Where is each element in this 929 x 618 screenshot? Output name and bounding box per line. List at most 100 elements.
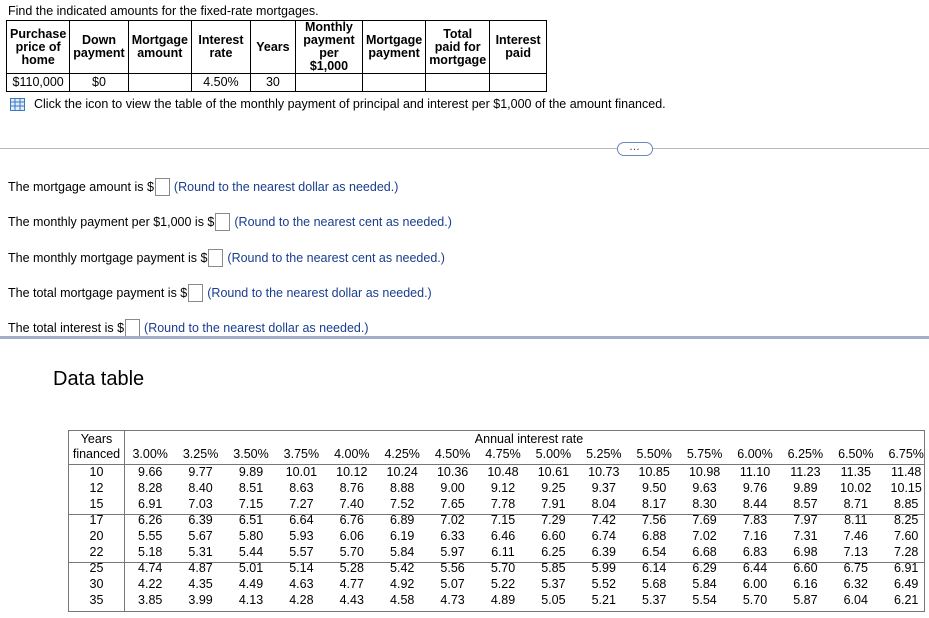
payment-cell: 9.37 <box>591 481 616 495</box>
payment-cell: 8.57 <box>793 497 818 511</box>
payment-cell: 11.35 <box>840 465 871 479</box>
header-total-paid: Total paid for mortgage <box>425 20 491 74</box>
expand-ellipsis-button[interactable]: … <box>617 142 653 156</box>
rate-header-cell: 5.25% <box>586 447 622 461</box>
payment-cell: 8.85 <box>894 497 919 511</box>
row-group-divider <box>69 514 924 515</box>
payment-cell: 6.04 <box>843 593 868 607</box>
section-divider-bottom <box>0 336 929 339</box>
payment-cell: 4.73 <box>440 593 465 607</box>
header-down-payment: Down payment <box>69 20 129 74</box>
payment-cell: 9.89 <box>238 465 264 479</box>
payment-cell: 6.39 <box>188 513 213 527</box>
payment-cell: 11.10 <box>739 465 771 479</box>
payment-cell: 7.69 <box>692 513 717 527</box>
payment-cell: 6.32 <box>843 577 868 591</box>
payment-cell: 7.40 <box>339 497 364 511</box>
payment-cell: 6.46 <box>490 529 516 543</box>
payment-cell: 5.44 <box>238 545 264 559</box>
payment-cell: 9.63 <box>692 481 717 495</box>
payment-cell: 7.91 <box>541 497 566 511</box>
payment-cell: 8.04 <box>591 497 616 511</box>
payment-cell: 7.83 <box>742 513 768 527</box>
payment-cell: 6.25 <box>541 545 566 559</box>
years-cell: 25 <box>89 561 104 575</box>
payment-cell: 6.29 <box>692 561 717 575</box>
years-cell: 30 <box>89 577 104 591</box>
total-mortgage-payment-input[interactable] <box>188 284 204 302</box>
payment-cell: 8.71 <box>843 497 868 511</box>
interest-rate-value: 4.50% <box>190 73 251 92</box>
rate-header-cell: 5.00% <box>535 447 572 461</box>
payment-cell: 6.89 <box>390 513 415 527</box>
question-monthly-per-1000: The monthly payment per $1,000 is $ (Rou… <box>8 213 452 231</box>
mortgage-amount-input[interactable] <box>154 178 170 196</box>
payment-data-table: Years financed Annual interest rate 3.00… <box>68 430 925 612</box>
payment-cell: 5.52 <box>591 577 616 591</box>
years-header-line1: Years <box>80 432 113 446</box>
payment-cell: 6.68 <box>692 545 717 559</box>
question-total-mortgage-payment: The total mortgage payment is $ (Round t… <box>8 284 432 302</box>
payment-cell: 5.21 <box>591 593 616 607</box>
payment-cell: 8.28 <box>138 481 163 495</box>
payment-cell: 5.70 <box>742 593 768 607</box>
payment-cell: 11.23 <box>790 465 821 479</box>
table-row: $110,000 $0 4.50% 30 <box>5 73 548 92</box>
payment-cell: 5.54 <box>692 593 717 607</box>
payment-cell: 10.48 <box>487 465 519 479</box>
rate-header-cell: 4.25% <box>384 447 420 461</box>
payment-cell: 9.25 <box>541 481 566 495</box>
payment-cell: 7.65 <box>440 497 465 511</box>
payment-cell: 4.63 <box>289 577 314 591</box>
payment-cell: 10.61 <box>537 465 570 479</box>
payment-cell: 4.35 <box>188 577 213 591</box>
payment-cell: 4.89 <box>490 593 516 607</box>
payment-cell: 7.46 <box>843 529 868 543</box>
payment-cell: 5.55 <box>138 529 163 543</box>
table-icon[interactable] <box>10 97 25 111</box>
payment-cell: 6.39 <box>591 545 616 559</box>
payment-cell: 9.12 <box>490 481 516 495</box>
payment-cell: 5.37 <box>642 593 667 607</box>
payment-cell: 8.40 <box>188 481 213 495</box>
payment-cell: 6.49 <box>894 577 919 591</box>
payment-cell: 10.15 <box>890 481 922 495</box>
payment-cell: 5.84 <box>390 545 415 559</box>
mortgage-amount-value <box>127 73 192 92</box>
payment-cell: 10.01 <box>285 465 318 479</box>
data-table-link-row: Click the icon to view the table of the … <box>10 97 666 111</box>
rate-header-cell: 4.00% <box>334 447 370 461</box>
payment-cell: 6.83 <box>742 545 768 559</box>
payment-cell: 7.78 <box>490 497 516 511</box>
payment-cell: 7.27 <box>289 497 314 511</box>
payment-cell: 7.60 <box>894 529 919 543</box>
monthly-per-1000-value <box>294 73 363 92</box>
payment-cell: 7.02 <box>692 529 717 543</box>
rate-header-cell: 6.25% <box>787 447 824 461</box>
payment-cell: 10.98 <box>688 465 721 479</box>
payment-cell: 5.22 <box>490 577 516 591</box>
monthly-mortgage-payment-input[interactable] <box>208 249 224 267</box>
payment-cell: 5.28 <box>339 561 364 575</box>
total-interest-input[interactable] <box>125 319 141 337</box>
mortgage-payment-value <box>361 73 427 92</box>
payment-cell: 5.57 <box>289 545 314 559</box>
payment-cell: 6.51 <box>238 513 264 527</box>
years-cell: 22 <box>89 545 104 559</box>
header-interest-paid: Interest paid <box>489 20 548 74</box>
payment-cell: 7.29 <box>541 513 566 527</box>
payment-cell: 9.77 <box>188 465 213 479</box>
payment-cell: 9.00 <box>440 481 465 495</box>
payment-cell: 7.15 <box>238 497 264 511</box>
header-interest-rate: Interest rate <box>190 20 251 74</box>
question-monthly-mortgage-payment: The monthly mortgage payment is $ (Round… <box>8 249 445 267</box>
payment-cell: 7.28 <box>894 545 919 559</box>
payment-cell: 8.88 <box>390 481 415 495</box>
payment-cell: 5.70 <box>490 561 516 575</box>
payment-cell: 5.93 <box>289 529 314 543</box>
monthly-per-1000-input[interactable] <box>215 213 231 231</box>
payment-cell: 7.13 <box>843 545 868 559</box>
payment-cell: 10.24 <box>386 465 418 479</box>
payment-cell: 3.99 <box>188 593 213 607</box>
payment-cell: 6.98 <box>793 545 818 559</box>
